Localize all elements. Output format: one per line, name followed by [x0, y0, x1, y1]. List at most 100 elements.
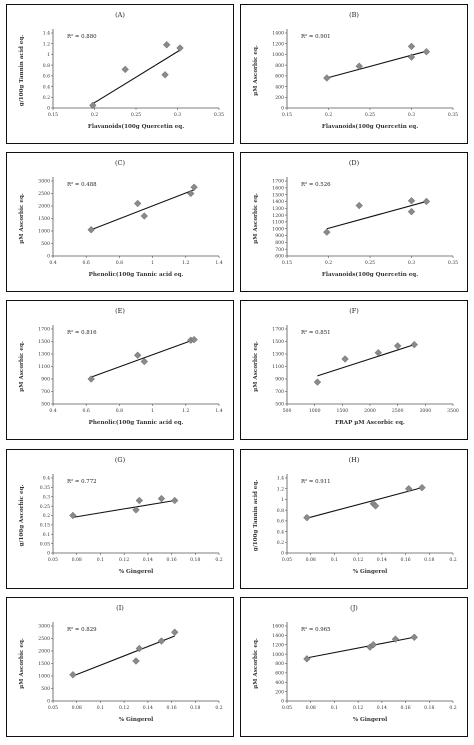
y-tick-label: 400	[275, 84, 284, 90]
y-tick-label: 900	[41, 377, 50, 383]
x-tick-label: 0.4	[49, 260, 56, 266]
x-tick-label: 0.1	[331, 557, 338, 563]
y-tick-label: 1	[281, 497, 284, 503]
y-tick-label: 0.1	[43, 532, 50, 538]
x-tick-label: 0.6	[83, 408, 90, 414]
chart-panel-i: (I) 0 500 1000 1500 2000 2500 3000 0.05 0.08 0.1 0.…	[6, 597, 234, 737]
y-tick-label: 0.8	[43, 63, 50, 69]
x-tick-label: 0.08	[306, 557, 316, 563]
y-tick-label: 1500	[38, 339, 50, 345]
y-tick-label: 2000	[38, 204, 50, 210]
y-tick-label: 1400	[272, 199, 284, 205]
x-tick-label: 0.16	[166, 557, 176, 563]
x-tick-label: 0.12	[119, 705, 129, 711]
y-axis-label: µM Ascorbic eq.	[253, 638, 259, 689]
y-tick-label: 500	[41, 686, 50, 692]
y-axis-label: µM Ascorbic eq.	[19, 193, 25, 244]
y-tick-label: 700	[275, 389, 284, 395]
trend-line	[72, 499, 175, 518]
y-tick-label: 2000	[38, 649, 50, 655]
x-tick-label: 0.2	[449, 705, 456, 711]
data-point	[89, 101, 97, 110]
y-tick-label: 1200	[272, 642, 284, 648]
r-squared-label: R² = 0.965	[301, 626, 331, 633]
x-tick-label: 0.18	[424, 557, 434, 563]
x-tick-label: 0.16	[400, 705, 410, 711]
y-tick-label: 1300	[272, 206, 284, 212]
data-point	[163, 41, 171, 49]
x-tick-label: 1	[151, 408, 154, 414]
chart-panel-f: (F) 500 700 900 1100 1300 1500 1700 500 1000 1500 2…	[240, 300, 468, 440]
x-tick-label: 0.1	[97, 557, 104, 563]
chart-title: (D)	[349, 159, 360, 167]
y-tick-label: 0.2	[43, 95, 50, 101]
data-point	[171, 496, 179, 505]
y-tick-label: 1500	[272, 192, 284, 198]
x-tick-label: 0.15	[48, 112, 58, 118]
y-tick-label: 0	[281, 551, 284, 557]
x-tick-label: 0.2	[449, 557, 456, 563]
x-tick-label: 0.12	[353, 705, 363, 711]
data-point	[303, 513, 311, 522]
y-tick-label: 800	[275, 240, 284, 246]
data-point	[393, 342, 402, 350]
data-point	[371, 502, 380, 510]
data-point	[140, 212, 148, 220]
y-tick-label: 900	[275, 377, 284, 383]
y-tick-label: 1500	[272, 339, 284, 345]
y-axis-label: g/100g Ascorbic eq.	[19, 485, 25, 547]
y-axis-label: µM Ascorbic eq.	[253, 193, 259, 244]
r-squared-label: R² = 0.772	[67, 478, 97, 485]
chart-svg: (H) 0 0.2 0.4 0.6 0.8 1 1.2 1.4 0.05 0.08 0.1 0.12 0.…	[253, 456, 457, 575]
chart-svg: (J) 0 200 400 600 800 1000 1200 1400 1600 0.05 0.08…	[253, 604, 457, 723]
x-tick-label: 0.14	[377, 557, 387, 563]
x-axis-label: Flavanoids(100g Quercetin eq.	[88, 123, 184, 130]
x-tick-label: 0.14	[377, 705, 387, 711]
y-tick-label: 0	[47, 254, 50, 260]
y-tick-label: 0.4	[43, 84, 50, 90]
y-tick-label: 700	[275, 247, 284, 253]
x-tick-label: 0.2	[91, 112, 98, 118]
x-tick-label: 0.18	[190, 705, 200, 711]
r-squared-label: R² = 0.901	[301, 33, 331, 40]
chart-panel-d: (D) 600 700 800 900 1000 1100 1200 1300 1400 1500 1…	[240, 152, 468, 292]
x-tick-label: 0.4	[49, 408, 56, 414]
data-point	[313, 378, 322, 386]
chart-title: (C)	[115, 159, 126, 167]
y-tick-label: 1100	[272, 364, 284, 370]
y-tick-label: 0.6	[43, 74, 50, 80]
data-point	[87, 226, 95, 234]
y-tick-label: 0.4	[43, 476, 50, 482]
data-point	[407, 42, 416, 51]
chart-title: (E)	[115, 307, 125, 315]
y-tick-label: 0.2	[277, 540, 284, 546]
x-tick-label: 0.2	[215, 557, 222, 563]
data-point	[418, 483, 426, 492]
trend-line	[326, 200, 427, 230]
data-point	[410, 340, 418, 349]
chart-panel-g: (G) 0 0.05 0.1 0.15 0.2 0.25 0.3 0.35 0.4 0.05 0.08…	[6, 449, 234, 589]
y-tick-label: 0	[47, 699, 50, 705]
chart-title: (J)	[350, 604, 358, 612]
y-tick-label: 2500	[38, 636, 50, 642]
data-point	[422, 48, 431, 56]
x-tick-label: 0.05	[48, 557, 58, 563]
trend-line	[317, 344, 415, 377]
x-tick-label: 0.35	[214, 112, 224, 118]
data-point	[407, 53, 416, 61]
y-tick-label: 500	[41, 241, 50, 247]
chart-panel-a: (A) 0 0.2 0.4 0.6 0.8 1 1.2 1.4 0.15 0.2 0.25 0.3 0.3…	[6, 4, 234, 144]
chart-title: (H)	[349, 456, 360, 464]
trend-line	[306, 636, 415, 659]
data-point	[410, 633, 418, 641]
x-tick-label: 0.08	[306, 705, 316, 711]
x-tick-label: 0.05	[48, 705, 58, 711]
x-axis-label: % Gingerol	[353, 717, 388, 723]
x-tick-label: 0.08	[72, 557, 82, 563]
y-tick-label: 1000	[272, 652, 284, 658]
data-point	[407, 207, 416, 216]
data-point	[121, 65, 129, 74]
chart-title: (B)	[349, 11, 359, 19]
x-tick-label: 0.12	[119, 557, 129, 563]
y-tick-label: 1100	[272, 220, 284, 226]
